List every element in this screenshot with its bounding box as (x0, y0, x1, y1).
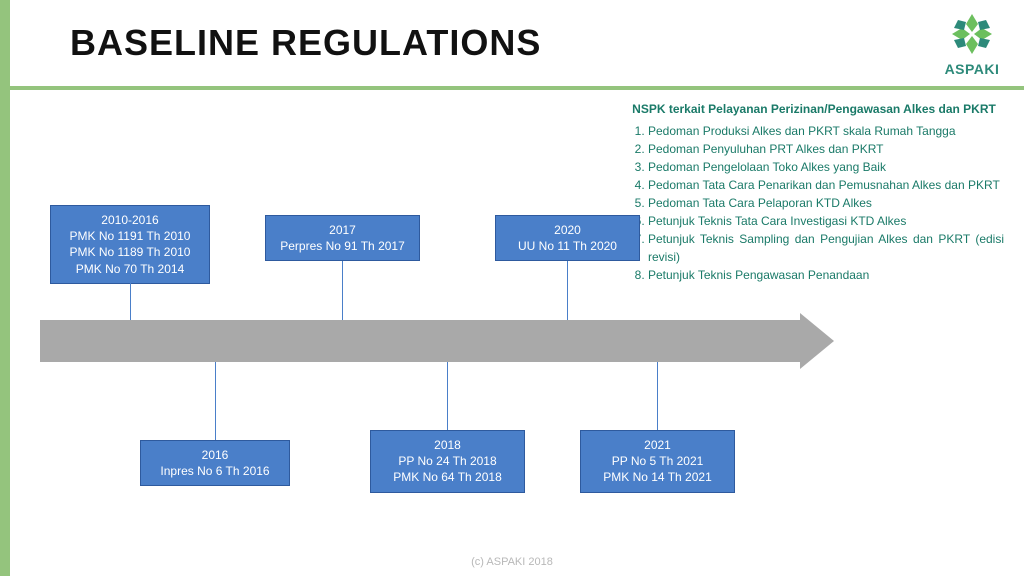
timeline-bar (40, 320, 800, 362)
timeline-box-year: 2018 (379, 437, 516, 453)
timeline-connector (657, 362, 658, 430)
timeline-connector (130, 283, 131, 320)
timeline-box-line: PMK No 14 Th 2021 (589, 469, 726, 485)
logo-text: ASPAKI (944, 61, 1000, 77)
nspk-item: Petunjuk Teknis Pengawasan Penandaan (648, 266, 1004, 284)
timeline-bar-container (40, 320, 830, 362)
nspk-title: NSPK terkait Pelayanan Perizinan/Pengawa… (624, 100, 1004, 118)
footer-copyright: (c) ASPAKI 2018 (0, 556, 1024, 568)
timeline-box-line: Inpres No 6 Th 2016 (149, 463, 281, 479)
header: BASELINE REGULATIONS ASPAKI (10, 0, 1024, 90)
timeline-box-y2021: 2021PP No 5 Th 2021PMK No 14 Th 2021 (580, 430, 735, 493)
timeline-box-line: Perpres No 91 Th 2017 (274, 238, 411, 254)
timeline-box-line: PMK No 70 Th 2014 (59, 261, 201, 277)
timeline-box-year: 2016 (149, 447, 281, 463)
nspk-item: Pedoman Produksi Alkes dan PKRT skala Ru… (648, 122, 1004, 140)
timeline-box-y2016: 2016Inpres No 6 Th 2016 (140, 440, 290, 486)
timeline-box-line: PP No 24 Th 2018 (379, 453, 516, 469)
timeline-connector (215, 362, 216, 440)
timeline-box-year: 2010-2016 (59, 212, 201, 228)
nspk-item: Pedoman Penyuluhan PRT Alkes dan PKRT (648, 140, 1004, 158)
timeline-box-y2017: 2017Perpres No 91 Th 2017 (265, 215, 420, 261)
nspk-item: Petunjuk Teknis Sampling dan Pengujian A… (648, 230, 1004, 266)
nspk-list: Pedoman Produksi Alkes dan PKRT skala Ru… (624, 122, 1004, 284)
nspk-item: Pedoman Pengelolaan Toko Alkes yang Baik (648, 158, 1004, 176)
timeline-box-line: PMK No 1191 Th 2010 (59, 228, 201, 244)
nspk-item: Pedoman Tata Cara Penarikan dan Pemusnah… (648, 176, 1004, 194)
timeline-box-y2010: 2010-2016PMK No 1191 Th 2010PMK No 1189 … (50, 205, 210, 284)
timeline-box-line: PP No 5 Th 2021 (589, 453, 726, 469)
timeline-box-y2020: 2020UU No 11 Th 2020 (495, 215, 640, 261)
timeline-box-line: PMK No 1189 Th 2010 (59, 244, 201, 260)
timeline-box-line: PMK No 64 Th 2018 (379, 469, 516, 485)
timeline-connector (342, 261, 343, 320)
timeline-connector (567, 261, 568, 320)
page-title: BASELINE REGULATIONS (70, 22, 541, 64)
nspk-panel: NSPK terkait Pelayanan Perizinan/Pengawa… (624, 100, 1004, 284)
timeline-box-year: 2021 (589, 437, 726, 453)
timeline-box-year: 2020 (504, 222, 631, 238)
timeline-box-y2018: 2018PP No 24 Th 2018PMK No 64 Th 2018 (370, 430, 525, 493)
timeline-arrowhead-icon (800, 313, 834, 369)
nspk-item: Pedoman Tata Cara Pelaporan KTD Alkes (648, 194, 1004, 212)
timeline-box-line: UU No 11 Th 2020 (504, 238, 631, 254)
timeline-box-year: 2017 (274, 222, 411, 238)
logo: ASPAKI (944, 9, 1000, 77)
left-accent-border (0, 0, 10, 576)
nspk-item: Petunjuk Teknis Tata Cara Investigasi KT… (648, 212, 1004, 230)
timeline-connector (447, 362, 448, 430)
logo-icon (944, 9, 1000, 59)
